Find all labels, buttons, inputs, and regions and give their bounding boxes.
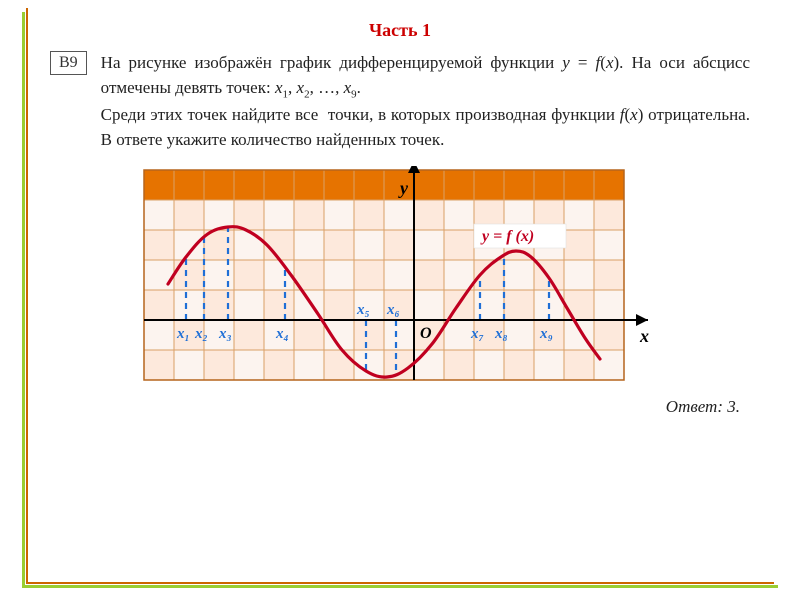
page-border-inner [26, 8, 774, 584]
